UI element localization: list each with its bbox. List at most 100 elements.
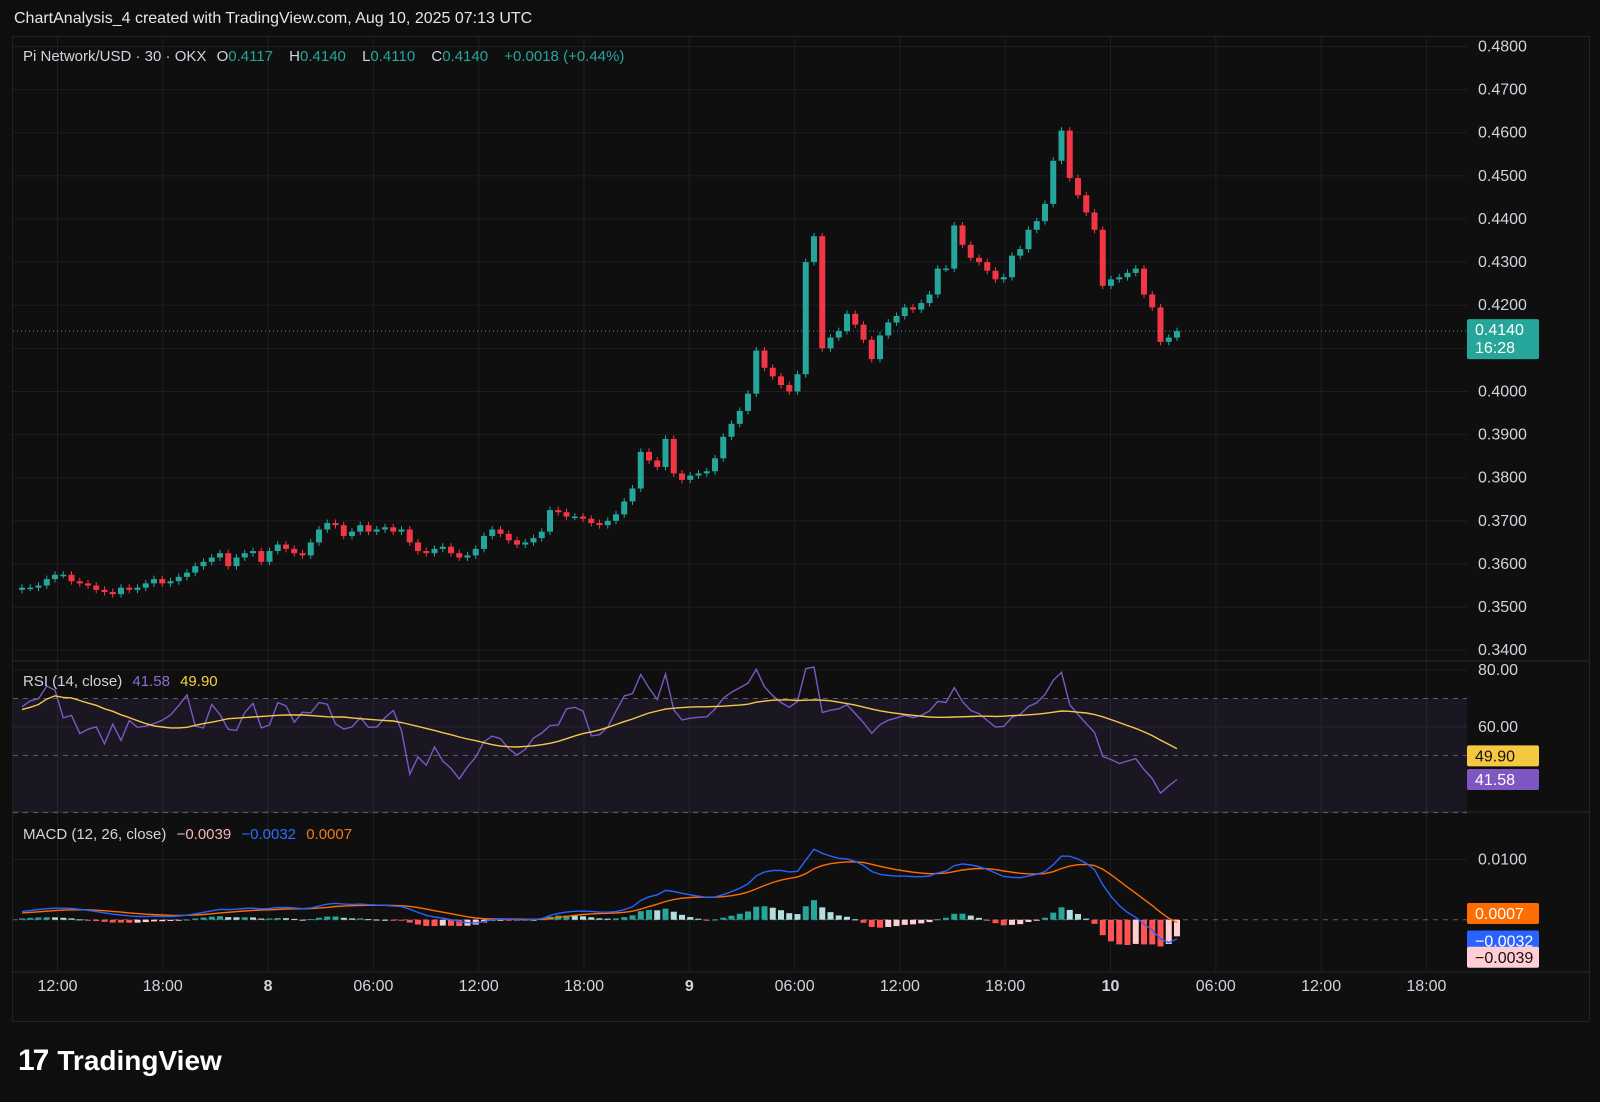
macd-histogram-bar: [159, 919, 166, 922]
chart-frame[interactable]: 12:00 18:00 8 06:00 12:00 18:00 9 06:00 12:00 18:…: [12, 36, 1590, 1022]
candle-body: [456, 553, 463, 558]
macd-histogram-bar: [769, 907, 776, 920]
candle-body: [819, 236, 826, 349]
macd-line: [21, 848, 1178, 944]
candle-body: [101, 589, 108, 593]
candle-body: [571, 516, 578, 519]
macd-histogram-bar: [208, 916, 215, 920]
macd-histogram-bar: [390, 919, 397, 921]
macd-series: [13, 848, 1467, 947]
macd-histogram-bar: [68, 918, 75, 920]
candle-body: [1058, 130, 1065, 161]
candle-body: [844, 313, 850, 332]
candle-body: [679, 473, 685, 480]
candle-body: [1066, 130, 1073, 179]
candle-body: [76, 581, 83, 584]
candle-body: [893, 316, 900, 323]
candle-body: [967, 244, 974, 258]
price-tick-label: 0.4200: [1478, 297, 1527, 314]
macd-histogram-bar: [101, 919, 108, 922]
candle-body: [382, 527, 388, 530]
candle-body: [464, 555, 471, 558]
macd-label[interactable]: MACD (12, 26, close): [23, 826, 167, 843]
candle-body: [283, 544, 289, 549]
candle-body: [753, 350, 760, 394]
candle-body: [530, 538, 537, 543]
macd-histogram-bar: [497, 919, 504, 921]
macd-histogram-bar: [439, 919, 446, 926]
candle-body: [1083, 195, 1090, 213]
macd-histogram-bar: [679, 914, 685, 920]
macd-histogram-bar: [703, 919, 710, 921]
candle-body: [860, 324, 867, 340]
macd-hist-tag: [1467, 946, 1539, 968]
candle-body: [621, 501, 628, 515]
macd-histogram-bar: [1050, 912, 1057, 920]
symbol-label[interactable]: Pi Network/USD · 30 · OKX: [23, 48, 207, 65]
chart-attribution: ChartAnalysis_4 created with TradingView…: [14, 10, 533, 27]
macd-histogram-bar: [1066, 909, 1073, 920]
tradingview-logo[interactable]: 17 TradingView: [18, 1044, 222, 1078]
candle-body: [695, 473, 702, 476]
candle-body: [926, 294, 933, 304]
macd-histogram-bar: [827, 912, 834, 920]
candle-body: [357, 525, 364, 532]
candle-body: [324, 523, 331, 530]
macd-histogram-bar: [901, 919, 908, 925]
tradingview-mark-icon: 17: [18, 1044, 49, 1077]
candle-body: [794, 374, 801, 392]
candle-body: [1165, 337, 1172, 342]
macd-histogram-bar: [761, 906, 768, 920]
candle-body: [613, 514, 619, 521]
macd-histogram-bar: [778, 910, 784, 920]
close-value: 0.4140: [442, 48, 489, 65]
candle-body: [901, 307, 908, 317]
grid: [13, 37, 1467, 971]
candle-body: [472, 548, 479, 556]
macd-histogram-bar: [423, 919, 430, 926]
candle-body: [976, 257, 982, 263]
candle-body: [654, 460, 661, 467]
macd-signal-tag-text: 0.0007: [1475, 906, 1524, 923]
rsi-ma-tag-text: 49.90: [1475, 748, 1515, 765]
price-tick-label: 0.4300: [1478, 254, 1527, 271]
macd-histogram-bar: [1075, 914, 1081, 920]
macd-histogram-bar: [1009, 919, 1015, 925]
macd-tick-label: 0.0100: [1478, 851, 1527, 868]
candle-body: [778, 376, 784, 386]
candle-body: [1009, 255, 1015, 278]
macd-histogram-bar: [307, 919, 314, 921]
candle-body: [349, 531, 355, 536]
tradingview-brand: TradingView: [57, 1045, 222, 1076]
candle-body: [151, 579, 157, 584]
candle-body: [431, 548, 438, 554]
open-label: O: [216, 48, 229, 65]
macd-histogram-bar: [167, 919, 174, 921]
candle-body: [687, 475, 694, 480]
candle-body: [1050, 160, 1057, 204]
macd-histogram-bar: [662, 908, 669, 920]
candle-body: [208, 557, 215, 562]
x-tick-label: 12:00: [459, 978, 499, 995]
chart-canvas[interactable]: 12:00 18:00 8 06:00 12:00 18:00 9 06:00 12:00 18:…: [13, 37, 1589, 1021]
price-tick-label: 0.4600: [1478, 125, 1527, 142]
close-label: C: [431, 48, 443, 65]
candle-body: [736, 410, 743, 424]
macd-histogram-bar: [786, 913, 793, 920]
x-tick-label: 8: [264, 978, 273, 995]
rsi-label[interactable]: RSI (14, close): [23, 673, 123, 690]
candle-body: [448, 546, 454, 554]
candle-body: [1042, 203, 1048, 222]
candle-body: [951, 225, 958, 269]
macd-histogram-bar: [604, 918, 611, 920]
price-tick-label: 0.3400: [1478, 642, 1527, 659]
macd-histogram-bar: [52, 917, 58, 920]
candle-body: [68, 574, 75, 582]
macd-histogram-bar: [225, 917, 232, 920]
x-tick-label: 18:00: [985, 978, 1025, 995]
price-tick-label: 0.4000: [1478, 383, 1527, 400]
price-tick-label: 0.3700: [1478, 513, 1527, 530]
macd-histogram-bar: [398, 919, 405, 921]
high-value: 0.4140: [300, 48, 346, 65]
